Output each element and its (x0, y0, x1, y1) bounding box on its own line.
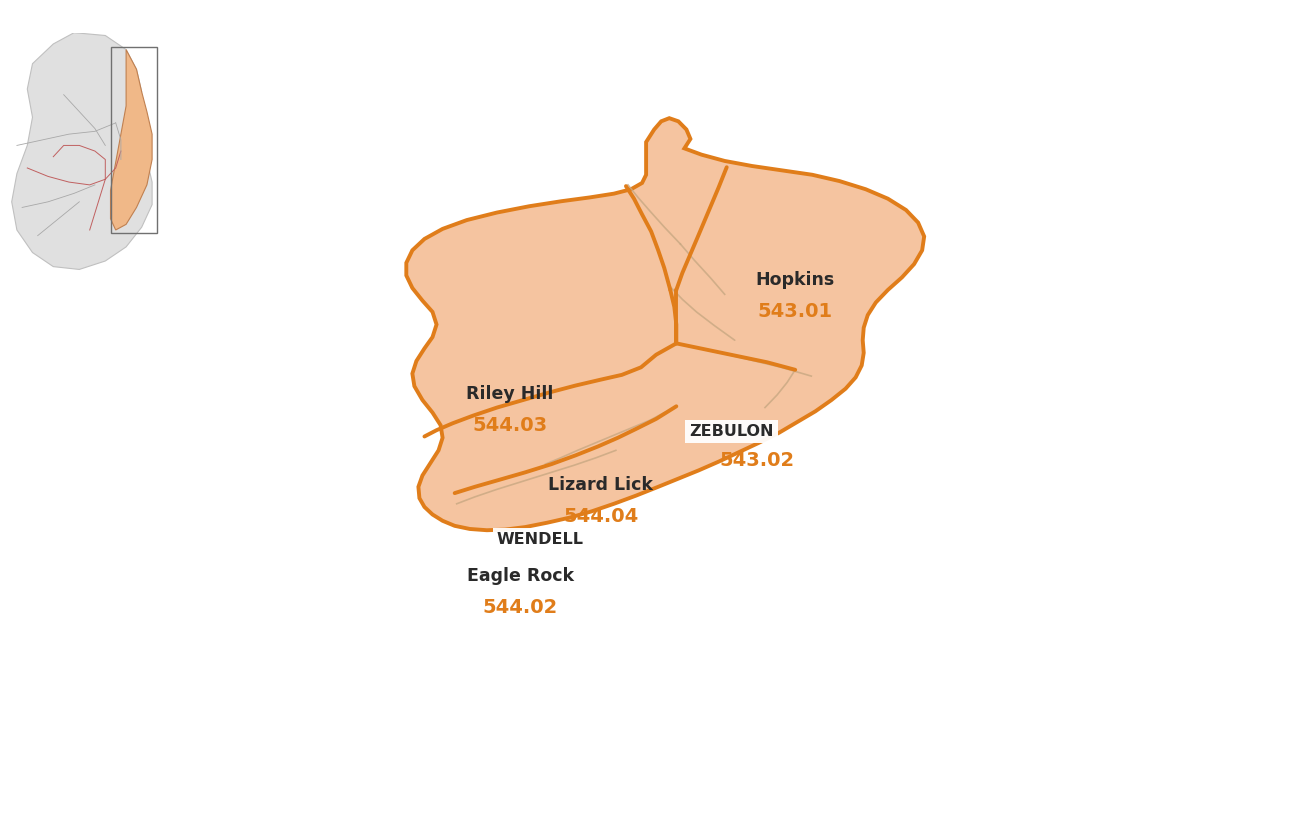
Polygon shape (407, 118, 924, 530)
Text: Lizard Lick: Lizard Lick (549, 476, 653, 494)
Text: 544.03: 544.03 (472, 416, 547, 435)
Polygon shape (111, 50, 152, 230)
Text: 543.02: 543.02 (719, 451, 794, 470)
Text: 544.02: 544.02 (482, 598, 558, 617)
Text: Riley Hill: Riley Hill (467, 385, 554, 403)
Text: ZEBULON: ZEBULON (689, 424, 773, 439)
Text: 544.04: 544.04 (563, 507, 638, 526)
Text: Hopkins: Hopkins (755, 271, 835, 289)
Text: WENDELL: WENDELL (497, 532, 584, 547)
Text: 543.01: 543.01 (758, 302, 833, 321)
Bar (111, 47, 157, 233)
Text: Eagle Rock: Eagle Rock (467, 567, 573, 585)
Polygon shape (12, 33, 152, 270)
